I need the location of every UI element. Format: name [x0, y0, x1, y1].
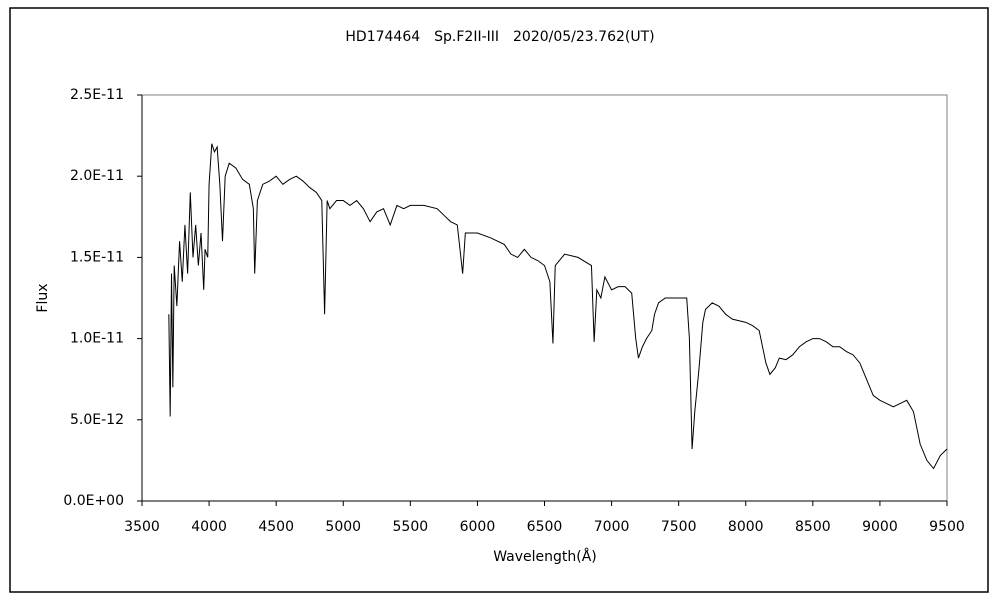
spectrum-line [168, 143, 948, 470]
x-tick-label: 6500 [527, 519, 563, 535]
x-tick-label: 5500 [393, 519, 429, 535]
chart-frame [9, 7, 989, 593]
x-tick-label: 3500 [124, 519, 160, 535]
x-tick-label: 8000 [728, 519, 764, 535]
x-axis-label: Wavelength(Å) [493, 548, 597, 565]
x-tick-label: 6000 [460, 519, 496, 535]
x-tick-label: 4000 [191, 519, 227, 535]
y-tick-label: 1.5E-11 [70, 249, 124, 265]
x-tick-label: 9500 [929, 519, 965, 535]
chart-title: HD174464 Sp.F2II-III 2020/05/23.762(UT) [345, 29, 654, 45]
y-tick-label: 1.0E-11 [70, 331, 124, 347]
x-tick-label: 4500 [258, 519, 294, 535]
x-tick-label: 7500 [661, 519, 697, 535]
x-tick-label: 7000 [594, 519, 630, 535]
y-tick-label: 2.5E-11 [70, 87, 124, 103]
y-tick-label: 0.0E+00 [63, 493, 124, 509]
x-tick-label: 5000 [325, 519, 361, 535]
y-axis-label: Flux [35, 283, 51, 312]
x-tick-label: 8500 [795, 519, 831, 535]
y-tick-label: 5.0E-12 [70, 412, 124, 428]
x-tick-label: 9000 [862, 519, 898, 535]
y-tick-label: 2.0E-11 [70, 168, 124, 184]
